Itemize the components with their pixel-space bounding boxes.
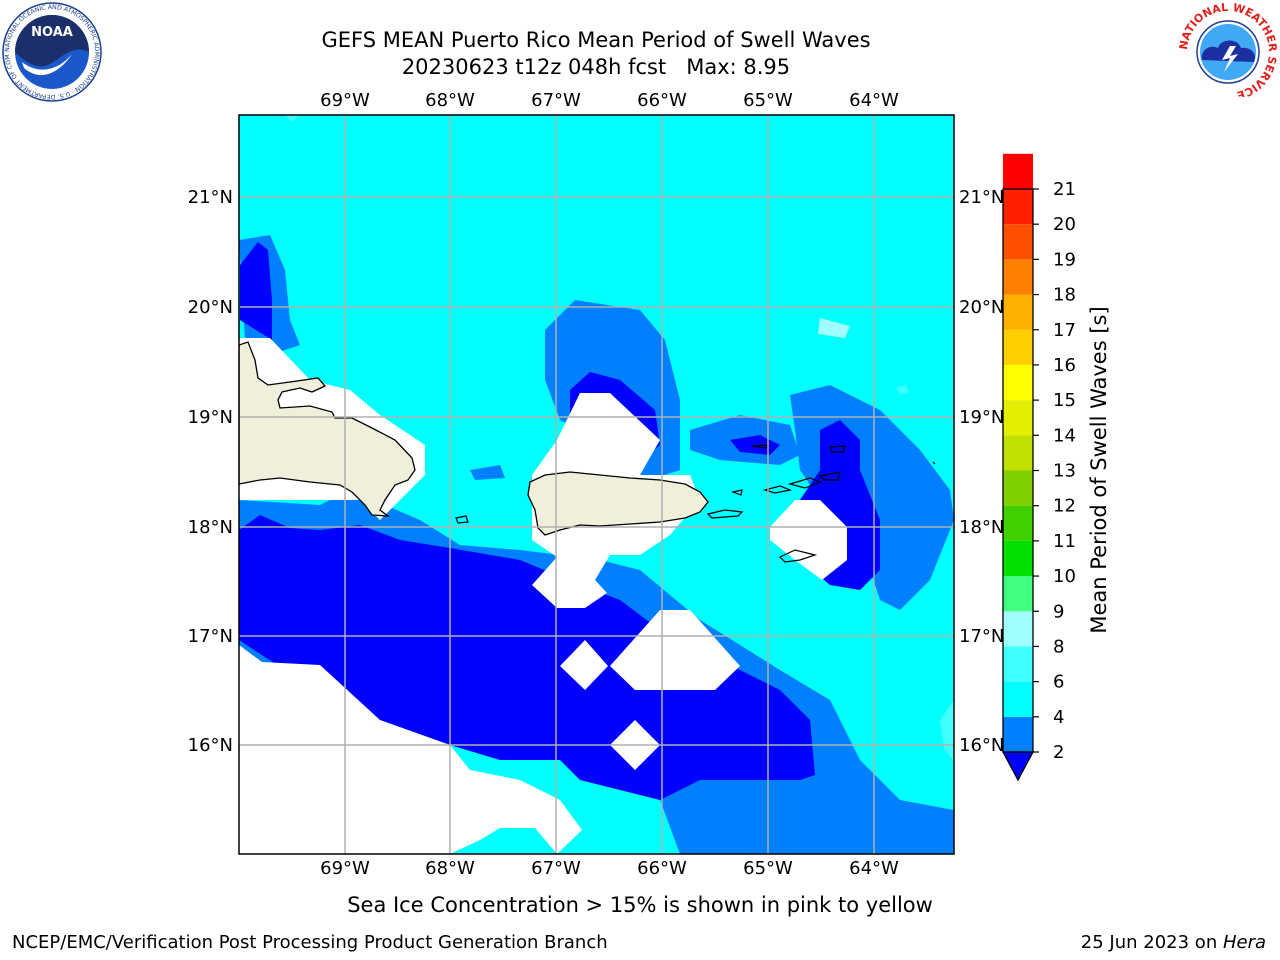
map-frame bbox=[238, 114, 955, 855]
colorbar-segment bbox=[1003, 400, 1033, 436]
footer-date: 25 Jun 2023 on Hera bbox=[1081, 932, 1266, 954]
lat-labels-left: 21°N 20°N 19°N 18°N 17°N 16°N bbox=[188, 187, 233, 756]
lat-label-left: 16°N bbox=[188, 735, 233, 756]
colorbar-under-arrow bbox=[1001, 751, 1035, 782]
chart-subtitle: 20230623 t12z 048h fcst Max: 8.95 bbox=[401, 55, 791, 79]
lat-label-left: 18°N bbox=[188, 517, 233, 538]
sea-ice-note: Sea Ice Concentration > 15% is shown in … bbox=[347, 893, 933, 917]
lon-label-bottom: 67°W bbox=[531, 858, 581, 879]
map-plot-area bbox=[239, 115, 954, 854]
lat-label-right: 17°N bbox=[959, 626, 1004, 647]
colorbar-segment bbox=[1003, 576, 1033, 612]
lon-label-bottom: 68°W bbox=[425, 858, 475, 879]
colorbar: 2 4 6 8 9 10 11 12 13 14 15 16 17 18 19 20 21 bbox=[1001, 153, 1076, 782]
lon-label-top: 68°W bbox=[425, 90, 475, 111]
colorbar-segment bbox=[1003, 294, 1033, 330]
noaa-logo-text: NOAA bbox=[31, 25, 73, 40]
colorbar-segment bbox=[1003, 540, 1033, 577]
colorbar-tick-label: 2 bbox=[1053, 742, 1064, 763]
colorbar-segment bbox=[1003, 716, 1033, 752]
colorbar-segment bbox=[1003, 505, 1033, 541]
colorbar-tick-label: 8 bbox=[1053, 636, 1064, 657]
colorbar-tick-label: 16 bbox=[1053, 355, 1076, 376]
colorbar-tick-label: 17 bbox=[1053, 320, 1076, 341]
colorbar-tick-label: 11 bbox=[1053, 531, 1076, 552]
footer-branch: NCEP/EMC/Verification Post Processing Pr… bbox=[12, 932, 608, 953]
lat-label-right: 21°N bbox=[959, 187, 1004, 208]
lon-label-bottom: 66°W bbox=[637, 858, 687, 879]
swell-band-8-9 bbox=[285, 115, 300, 122]
lat-label-left: 20°N bbox=[188, 297, 233, 318]
lat-label-left: 19°N bbox=[188, 407, 233, 428]
colorbar-tick-label: 21 bbox=[1053, 179, 1076, 200]
colorbar-segment bbox=[1003, 153, 1033, 189]
colorbar-tick-label: 14 bbox=[1053, 425, 1076, 446]
lon-label-bottom: 69°W bbox=[320, 858, 370, 879]
lon-label-top: 65°W bbox=[743, 90, 793, 111]
lon-labels-top: 69°W 68°W 67°W 66°W 65°W 64°W bbox=[320, 90, 899, 111]
colorbar-label: Mean Period of Swell Waves [s] bbox=[1087, 306, 1111, 633]
map-gridlines bbox=[239, 115, 954, 854]
lat-label-right: 18°N bbox=[959, 517, 1004, 538]
lon-label-top: 69°W bbox=[320, 90, 370, 111]
colorbar-segment bbox=[1003, 224, 1033, 260]
colorbar-tick-label: 9 bbox=[1053, 601, 1064, 622]
colorbar-segment bbox=[1003, 681, 1033, 717]
lon-label-top: 66°W bbox=[637, 90, 687, 111]
lon-label-bottom: 64°W bbox=[849, 858, 899, 879]
colorbar-tick-label: 4 bbox=[1053, 707, 1064, 728]
colorbar-tick-label: 13 bbox=[1053, 461, 1076, 482]
lat-label-right: 16°N bbox=[959, 735, 1004, 756]
lat-labels-right: 21°N 20°N 19°N 18°N 17°N 16°N bbox=[959, 187, 1004, 756]
colorbar-segment bbox=[1003, 329, 1033, 365]
colorbar-tick-label: 19 bbox=[1053, 249, 1076, 270]
colorbar-segment bbox=[1003, 470, 1033, 506]
lat-label-right: 20°N bbox=[959, 297, 1004, 318]
nws-logo: NATIONAL WEATHER SERVICE bbox=[1178, 2, 1278, 97]
colorbar-segment bbox=[1003, 189, 1033, 225]
colorbar-tick-label: 12 bbox=[1053, 496, 1076, 517]
chart-title: GEFS MEAN Puerto Rico Mean Period of Swe… bbox=[321, 28, 871, 52]
colorbar-tick-label: 15 bbox=[1053, 390, 1076, 411]
lon-labels-bottom: 69°W 68°W 67°W 66°W 65°W 64°W bbox=[320, 858, 899, 879]
swell-band-9-10 bbox=[818, 318, 850, 338]
colorbar-segment bbox=[1003, 435, 1033, 471]
lon-label-top: 67°W bbox=[531, 90, 581, 111]
noaa-logo: NATIONAL OCEANIC AND ATMOSPHERIC ADMINIS… bbox=[2, 2, 102, 102]
colorbar-segment bbox=[1003, 611, 1033, 647]
land-mass bbox=[239, 341, 709, 536]
lat-label-right: 19°N bbox=[959, 407, 1004, 428]
colorbar-segment bbox=[1003, 259, 1033, 295]
colorbar-tick-label: 18 bbox=[1053, 285, 1076, 306]
colorbar-tick-label: 6 bbox=[1053, 672, 1064, 693]
small-islands bbox=[455, 444, 936, 563]
lat-label-left: 17°N bbox=[188, 626, 233, 647]
footer-date-text: 25 Jun 2023 on bbox=[1080, 932, 1223, 953]
colorbar-tick-label: 20 bbox=[1053, 214, 1076, 235]
footer-machine: Hera bbox=[1222, 932, 1266, 953]
swell-band-8-9 bbox=[896, 385, 909, 394]
lat-label-left: 21°N bbox=[188, 187, 233, 208]
lon-label-bottom: 65°W bbox=[743, 858, 793, 879]
colorbar-tick-label: 10 bbox=[1053, 566, 1076, 587]
colorbar-segment bbox=[1003, 364, 1033, 401]
lon-label-top: 64°W bbox=[849, 90, 899, 111]
colorbar-segment bbox=[1003, 646, 1033, 682]
